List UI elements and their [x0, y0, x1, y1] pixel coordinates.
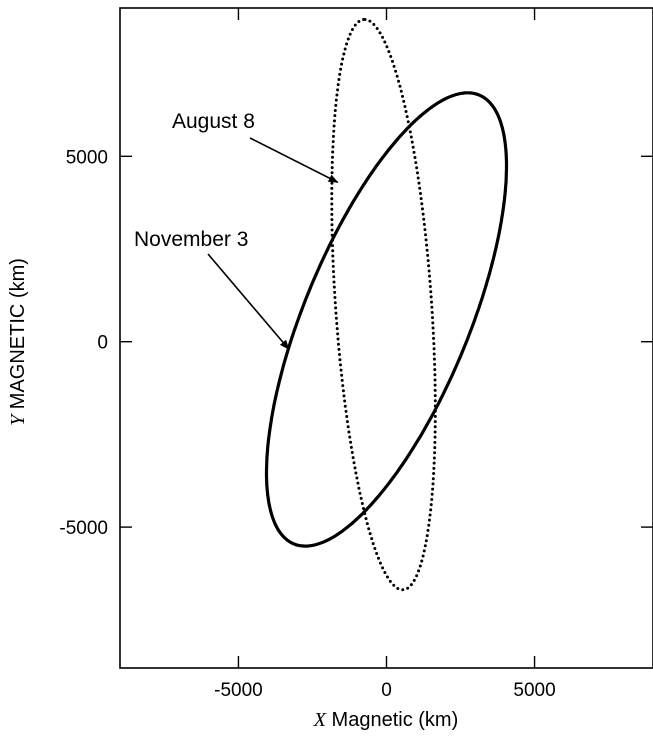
x-tick-label: 0: [381, 680, 392, 701]
y-axis-title: Y MAGNETIC (km): [7, 258, 29, 426]
series-layer: [264, 17, 509, 592]
y-tick-label: 0: [97, 333, 108, 354]
annotation-arrow: [249, 137, 339, 183]
orbit-november-3-line: [264, 91, 509, 548]
y-tick-label: -5000: [59, 518, 108, 539]
orbit-august-8-line: [330, 17, 437, 592]
axis-ticks: -5000 0 5000 -5000 0 5000: [59, 8, 653, 701]
y-tick-label: 5000: [66, 147, 108, 168]
x-tick-label: -5000: [214, 680, 263, 701]
annotation-arrow: [207, 253, 290, 350]
x-tick-label: 5000: [513, 680, 555, 701]
annotation-label: November 3: [134, 228, 248, 251]
annotation-layer: August 8 November 3: [134, 110, 339, 350]
annotation-label: August 8: [172, 110, 255, 133]
x-axis-title: X Magnetic (km): [313, 709, 458, 731]
plot-frame: [119, 7, 653, 669]
